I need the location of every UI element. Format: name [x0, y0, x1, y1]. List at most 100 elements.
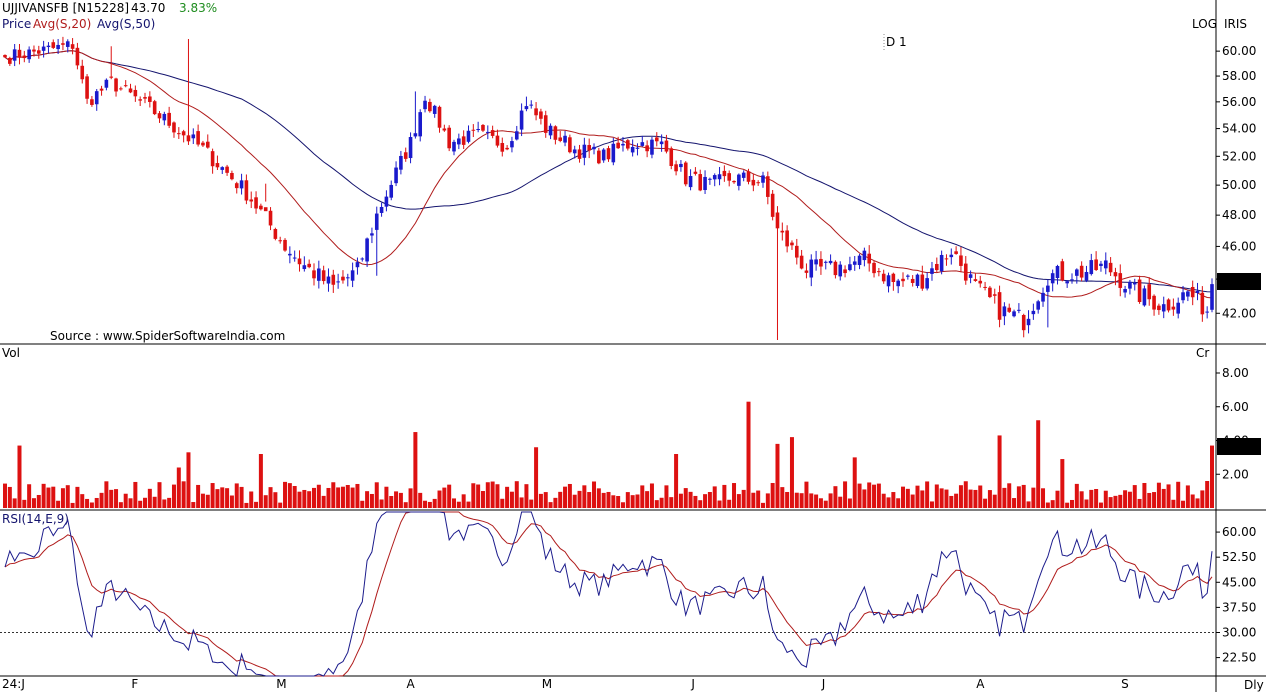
volume-bar [374, 482, 379, 508]
volume-bar [524, 484, 529, 508]
candle-body [654, 137, 659, 142]
volume-bar [147, 488, 152, 508]
volume-bar [1185, 485, 1190, 508]
candle-body [70, 44, 75, 49]
volume-bar [17, 445, 22, 508]
candle-body [389, 184, 394, 198]
candle-body [645, 145, 649, 152]
candle-body [790, 242, 794, 246]
candle-body [123, 85, 128, 87]
candle-body [1060, 261, 1065, 281]
volume-bar [519, 497, 524, 508]
candle-body [838, 264, 843, 277]
volume-bar [369, 493, 374, 508]
candle-body [302, 265, 307, 270]
rsi-signal-line [4, 511, 1213, 677]
volume-bar [104, 481, 109, 508]
candle-body [1195, 290, 1200, 294]
volume-bar [418, 492, 423, 508]
candle-body [128, 88, 133, 93]
log-scale-toggle[interactable]: LOG [1192, 17, 1217, 31]
volume-bar [654, 500, 659, 508]
candle-body [572, 149, 577, 154]
x-tick-label: J [821, 677, 826, 691]
candle-body [65, 41, 70, 47]
rsi-tick-label: 22.50 [1222, 651, 1256, 665]
price-tick-label: 48.00 [1222, 208, 1256, 222]
last-price-box-label: 43.70 [1220, 275, 1254, 289]
volume-bar [51, 486, 56, 508]
candle-body [403, 152, 408, 159]
candle-body [1070, 279, 1074, 281]
candle-body [321, 270, 326, 282]
volume-bar [828, 493, 833, 508]
volume-bar [649, 483, 654, 508]
candle-body [963, 263, 968, 281]
volume-bar [249, 491, 254, 508]
avg20-line [4, 50, 1213, 299]
price-tick-label: 60.00 [1222, 44, 1256, 58]
volume-bar [1205, 481, 1210, 508]
candle-body [273, 228, 278, 239]
volume-bar [205, 494, 210, 508]
volume-bar [1137, 498, 1142, 508]
x-axis-ticks: 24:J F M A M J J A S [2, 677, 1129, 691]
volume-bar [292, 485, 297, 508]
candle-body [819, 258, 823, 267]
candle-body [1176, 302, 1181, 314]
volume-bar [688, 491, 693, 508]
candle-body [94, 91, 99, 105]
volume-bar [1036, 420, 1041, 508]
volume-bar [611, 495, 616, 508]
volume-bar [89, 502, 94, 508]
candle-body [683, 162, 688, 185]
volume-bar [703, 494, 708, 508]
candle-body [872, 262, 876, 274]
volume-bar [683, 488, 688, 508]
volume-bar [186, 452, 191, 508]
candle-body [717, 174, 722, 180]
candle-body [365, 238, 369, 262]
volume-bar [244, 502, 249, 508]
candle-body [1041, 292, 1045, 302]
candle-body [162, 113, 167, 121]
volume-bar [548, 502, 553, 508]
candle-body [355, 262, 360, 268]
volume-bar [1103, 490, 1108, 508]
candle-body [722, 170, 727, 177]
candle-body [379, 206, 384, 213]
volume-bar [500, 498, 505, 508]
volume-bar [659, 497, 664, 508]
volume-bar [234, 483, 239, 508]
volume-bar [181, 481, 186, 508]
candle-body [8, 57, 12, 64]
volume-bar [534, 447, 539, 508]
volume-bar [1166, 484, 1171, 508]
candle-body [104, 79, 109, 88]
volume-bar [775, 443, 780, 508]
candle-body [944, 258, 949, 260]
volume-bar [1181, 500, 1186, 508]
volume-bar [799, 493, 804, 508]
volume-bar [814, 494, 819, 508]
volume-bar [992, 494, 997, 508]
volume-bar [997, 435, 1002, 508]
candle-body [587, 145, 591, 151]
volume-bar [287, 483, 292, 508]
candle-body [471, 129, 476, 131]
candle-body [794, 245, 799, 258]
candle-body [867, 253, 872, 264]
candles-group [3, 36, 1214, 340]
volume-bar [70, 502, 75, 508]
volume-bar [307, 491, 312, 508]
volume-bar [311, 487, 316, 508]
candle-body [814, 259, 818, 265]
volume-bar [345, 484, 350, 508]
candle-body [650, 139, 654, 155]
candle-body [862, 250, 867, 261]
candle-body [399, 155, 403, 170]
candle-body [529, 104, 534, 106]
candle-body [61, 43, 65, 45]
candle-body [1075, 269, 1079, 276]
candle-body [490, 130, 495, 136]
